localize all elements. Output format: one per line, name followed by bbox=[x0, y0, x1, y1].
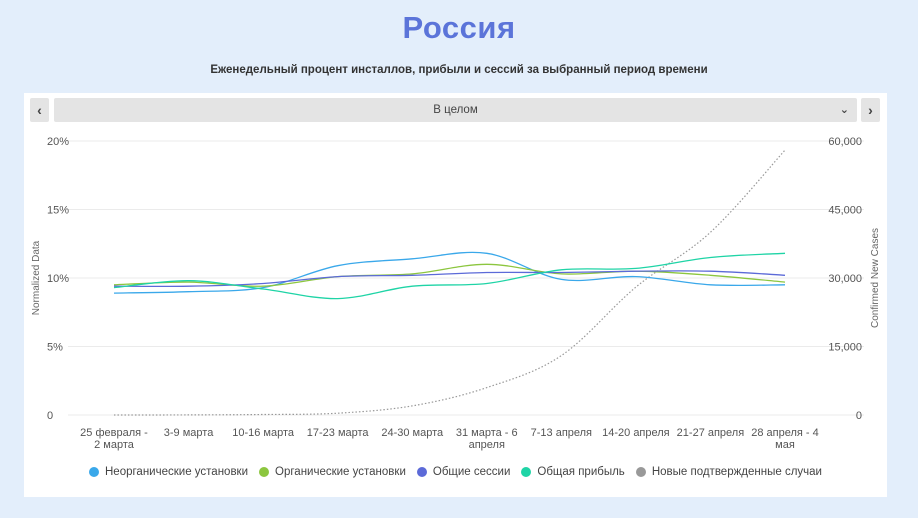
series-line bbox=[113, 252, 786, 300]
legend-label: Неорганические установки bbox=[105, 466, 249, 478]
y-right-tick-label: 60,000 bbox=[828, 136, 862, 148]
x-tick-label-line: 25 февраля - bbox=[80, 427, 148, 439]
legend-swatch bbox=[521, 467, 532, 477]
y-right-axis-title: Confirmed New Cases bbox=[870, 228, 881, 328]
y-left-tick-label: 5% bbox=[47, 342, 63, 354]
legend-item[interactable]: Общие сессии bbox=[416, 466, 511, 478]
legend-item[interactable]: Общая прибыль bbox=[521, 466, 625, 478]
x-tick-label: 21-27 апреля bbox=[677, 427, 745, 439]
chevron-right-icon: › bbox=[868, 102, 873, 118]
x-tick-label: 24-30 марта bbox=[381, 427, 444, 439]
y-right-tick-label: 45,000 bbox=[828, 205, 862, 217]
x-tick-label: 25 февраля -2 марта bbox=[80, 427, 148, 451]
line-chart: 0 0 5% 15,000 10% 30,000 15% 45,000 20% 60,000 Nor… bbox=[31, 136, 881, 451]
x-tick-label-line: 24-30 марта bbox=[381, 427, 444, 439]
chevron-down-icon: ⌄ bbox=[839, 104, 849, 116]
x-tick-label-line: 31 марта - 6 bbox=[456, 427, 518, 439]
x-tick-label-line: 3-9 марта bbox=[164, 427, 214, 439]
legend-item[interactable]: Органические установки bbox=[259, 466, 406, 478]
x-tick-label: 14-20 апреля bbox=[602, 427, 670, 439]
chart-legend: Неорганические установки Органические уст… bbox=[24, 466, 887, 478]
x-tick-label: 3-9 марта bbox=[164, 427, 214, 439]
x-tick-label-line: 21-27 апреля bbox=[677, 427, 745, 439]
series-line bbox=[113, 270, 786, 288]
y-left-tick-label: 0 bbox=[47, 410, 53, 422]
legend-label: Общая прибыль bbox=[537, 466, 625, 478]
chart-panel: ‹ В целом ⌄ › 0 0 5% 15,000 10% 30,000 15% 45,0… bbox=[24, 93, 887, 497]
y-left-tick-label: 10% bbox=[47, 273, 69, 285]
x-tick-label-line: 10-16 марта bbox=[232, 427, 295, 439]
y-right-tick-label: 15,000 bbox=[828, 342, 862, 354]
x-tick-label: 10-16 марта bbox=[232, 427, 295, 439]
x-tick-label-line: 7-13 апреля bbox=[531, 427, 592, 439]
series-line bbox=[113, 149, 786, 416]
x-tick-label: 28 апреля - 4 мая bbox=[751, 427, 819, 451]
series-line bbox=[113, 251, 786, 294]
x-tick-label: 17-23 марта bbox=[307, 427, 370, 439]
x-tick-label-line: мая bbox=[775, 439, 795, 451]
legend-swatch bbox=[416, 467, 427, 477]
chart-subtitle: Еженедельный процент инсталлов, прибыли … bbox=[210, 64, 708, 76]
legend-swatch bbox=[635, 467, 646, 477]
x-tick-label-line: 28 апреля - 4 bbox=[751, 427, 819, 439]
legend-label: Новые подтвержденные случаи bbox=[651, 466, 822, 478]
x-tick-label-line: 17-23 марта bbox=[307, 427, 370, 439]
chevron-left-icon: ‹ bbox=[37, 102, 42, 118]
legend-swatch bbox=[89, 467, 99, 477]
x-tick-label-line: апреля bbox=[469, 439, 505, 451]
legend-item[interactable]: Неорганические установки bbox=[89, 466, 248, 478]
y-right-tick-label: 0 bbox=[856, 410, 862, 422]
x-tick-label-line: 14-20 апреля bbox=[602, 427, 670, 439]
legend-label: Органические установки bbox=[275, 466, 406, 478]
y-left-tick-label: 15% bbox=[47, 205, 69, 217]
x-tick-label-line: 2 марта bbox=[94, 439, 135, 451]
period-dropdown[interactable]: В целом ⌄ bbox=[54, 98, 857, 122]
legend-label: Общие сессии bbox=[432, 466, 511, 478]
y-left-tick-label: 20% bbox=[47, 136, 69, 148]
y-right-tick-label: 30,000 bbox=[828, 273, 862, 285]
legend-swatch bbox=[259, 467, 270, 477]
period-selected-label: В целом bbox=[433, 104, 478, 116]
y-left-axis-title: Normalized Data bbox=[31, 240, 42, 315]
x-tick-label: 7-13 апреля bbox=[531, 427, 592, 439]
legend-item[interactable]: Новые подтвержденные случаи bbox=[635, 466, 822, 478]
next-period-button[interactable]: › bbox=[861, 98, 880, 122]
prev-period-button[interactable]: ‹ bbox=[30, 98, 49, 122]
x-tick-label: 31 марта - 6 апреля bbox=[456, 427, 518, 451]
page-title: Россия bbox=[402, 10, 516, 45]
